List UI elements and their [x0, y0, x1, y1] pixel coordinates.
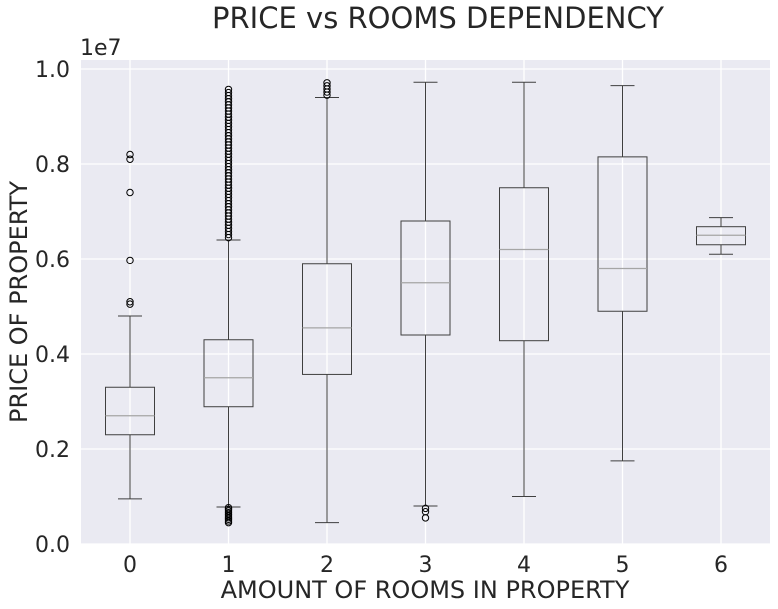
outlier-point: [224, 88, 233, 97]
x-tick-label: 4: [517, 553, 531, 578]
y-tick-label: 0.0: [35, 533, 70, 558]
box-series: [105, 79, 746, 527]
outlier-point: [126, 155, 134, 163]
box-iqr: [597, 156, 648, 312]
x-axis-ticks: 0 1 2 3 4 5 6: [123, 553, 728, 578]
box-iqr: [400, 220, 451, 336]
y-tick-label: 0.2: [35, 438, 70, 463]
outlier-point: [421, 514, 430, 522]
outlier-point: [126, 150, 134, 159]
chart-title: PRICE vs ROOMS DEPENDENCY: [212, 1, 664, 35]
x-tick-label: 1: [222, 553, 236, 578]
outlier-point: [323, 82, 331, 90]
outlier-point: [126, 188, 134, 197]
outlier-point: [126, 256, 134, 265]
box-iqr: [499, 187, 549, 342]
outlier-point: [126, 300, 134, 308]
box-iqr: [105, 386, 155, 436]
y-axis-ticks: 0.0 0.2 0.4 0.6 0.8 1.0: [35, 58, 70, 558]
outlier-point: [224, 85, 233, 94]
x-axis-label: AMOUNT OF ROOMS IN PROPERTY: [221, 576, 630, 604]
box-iqr: [203, 339, 254, 408]
outlier-point: [421, 504, 430, 513]
y-tick-label: 0.6: [35, 248, 70, 273]
y-tick-label: 0.4: [35, 343, 70, 368]
outlier-point: [323, 79, 331, 87]
outlier-point: [126, 298, 134, 306]
y-tick-label: 1.0: [35, 58, 70, 83]
x-tick-label: 5: [616, 553, 630, 578]
x-tick-label: 3: [419, 553, 433, 578]
outlier-point: [224, 503, 233, 512]
box-iqr: [302, 263, 352, 375]
x-tick-label: 2: [320, 553, 334, 578]
x-tick-label: 6: [714, 553, 728, 578]
y-axis-multiplier: 1e7: [80, 36, 122, 61]
y-axis-label: PRICE OF PROPERTY: [5, 181, 33, 423]
y-tick-label: 0.8: [35, 153, 70, 178]
x-tick-label: 0: [123, 553, 137, 578]
